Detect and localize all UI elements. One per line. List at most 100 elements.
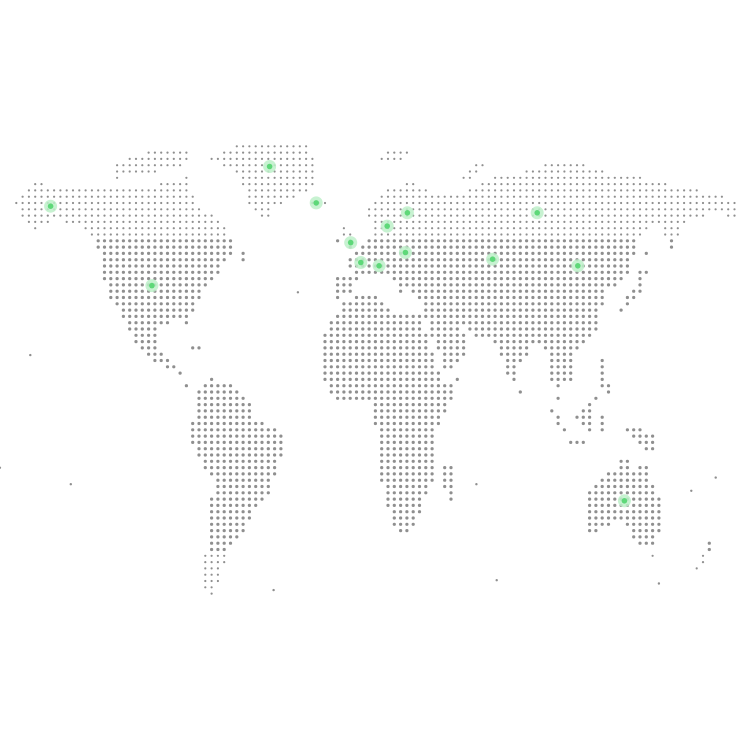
china-marker[interactable] <box>571 259 585 273</box>
land-dot <box>115 245 119 249</box>
land-dot <box>525 295 529 300</box>
land-dot <box>179 164 182 167</box>
land-dot <box>223 233 226 236</box>
land-dot <box>676 220 679 223</box>
land-dot <box>543 277 548 281</box>
usa-marker[interactable] <box>145 279 159 293</box>
land-dot <box>619 251 623 255</box>
land-dot <box>625 459 630 463</box>
land-dot <box>581 415 585 419</box>
land-dot <box>411 390 415 394</box>
land-dot <box>386 484 390 489</box>
land-dot <box>424 390 428 394</box>
alaska-marker[interactable] <box>44 199 58 213</box>
land-dot <box>242 164 245 167</box>
land-dot <box>178 270 182 274</box>
land-dot <box>518 258 522 262</box>
land-dot <box>367 258 371 262</box>
land-dot <box>128 283 132 287</box>
italy-marker[interactable] <box>372 259 386 273</box>
land-dot <box>336 277 340 281</box>
land-dot <box>266 447 270 451</box>
land-dot <box>386 440 390 444</box>
land-dot <box>298 151 301 154</box>
land-dot <box>581 421 585 426</box>
land-dot <box>632 434 636 438</box>
land-dot <box>543 295 548 300</box>
land-dot <box>594 214 598 217</box>
land-dot <box>210 214 213 217</box>
land-dot <box>588 409 592 413</box>
russia-marker[interactable] <box>530 206 544 220</box>
land-dot <box>613 277 617 281</box>
land-dot <box>474 251 478 255</box>
land-dot <box>556 346 560 350</box>
land-dot <box>354 302 359 306</box>
land-dot <box>354 365 359 369</box>
land-dot <box>562 251 567 255</box>
kazakhstan-marker[interactable] <box>486 252 500 266</box>
land-dot <box>695 208 698 211</box>
australia-marker[interactable] <box>617 494 631 508</box>
land-dot <box>235 403 239 407</box>
land-dot <box>562 258 567 262</box>
land-dot <box>405 233 408 236</box>
land-dot <box>670 195 673 198</box>
land-dot <box>519 227 522 230</box>
land-dot <box>499 302 503 306</box>
land-dot <box>512 289 516 293</box>
land-dot <box>581 295 585 300</box>
land-dot <box>78 201 81 205</box>
land-dot <box>393 220 396 223</box>
land-dot <box>399 466 403 470</box>
land-dot <box>392 377 396 381</box>
land-dot <box>399 270 403 274</box>
finland-marker[interactable] <box>400 206 414 220</box>
land-dot <box>292 176 295 179</box>
land-dot <box>537 251 541 255</box>
land-dot <box>518 245 522 249</box>
land-dot <box>443 245 447 249</box>
land-dot <box>493 289 497 293</box>
land-dot <box>562 428 567 432</box>
land-dot <box>651 535 655 539</box>
france-marker[interactable] <box>354 256 368 269</box>
land-dot <box>179 214 182 217</box>
land-dot <box>286 183 289 186</box>
land-dot <box>531 283 535 287</box>
land-dot <box>185 208 188 211</box>
land-dot <box>600 421 604 426</box>
romania-marker[interactable] <box>398 246 412 259</box>
land-dot <box>367 377 371 381</box>
land-dot <box>153 220 156 223</box>
land-dot <box>179 233 182 236</box>
land-dot <box>342 365 346 369</box>
land-dot <box>216 421 220 426</box>
land-dot <box>512 258 516 262</box>
land-dot <box>613 491 617 495</box>
land-dot <box>424 453 428 457</box>
iceland-marker[interactable] <box>309 196 323 210</box>
land-dot <box>286 145 289 148</box>
land-dot <box>172 195 175 198</box>
land-dot <box>134 189 138 192</box>
land-dot <box>619 245 623 249</box>
land-dot <box>405 321 409 325</box>
land-dot <box>676 214 679 217</box>
land-dot <box>115 258 119 262</box>
land-dot <box>254 195 257 198</box>
land-dot <box>191 434 195 438</box>
land-dot <box>500 214 503 217</box>
land-dot <box>235 497 239 501</box>
greenland-marker[interactable] <box>263 160 277 173</box>
land-dot <box>141 227 144 230</box>
land-dot <box>657 529 661 533</box>
land-dot <box>468 176 471 179</box>
land-dot <box>147 277 151 281</box>
land-dot <box>644 510 648 514</box>
uk-marker[interactable] <box>344 236 358 250</box>
sweden-marker[interactable] <box>380 219 394 233</box>
land-dot <box>216 567 219 570</box>
land-dot <box>197 233 201 236</box>
land-dot <box>417 472 422 476</box>
